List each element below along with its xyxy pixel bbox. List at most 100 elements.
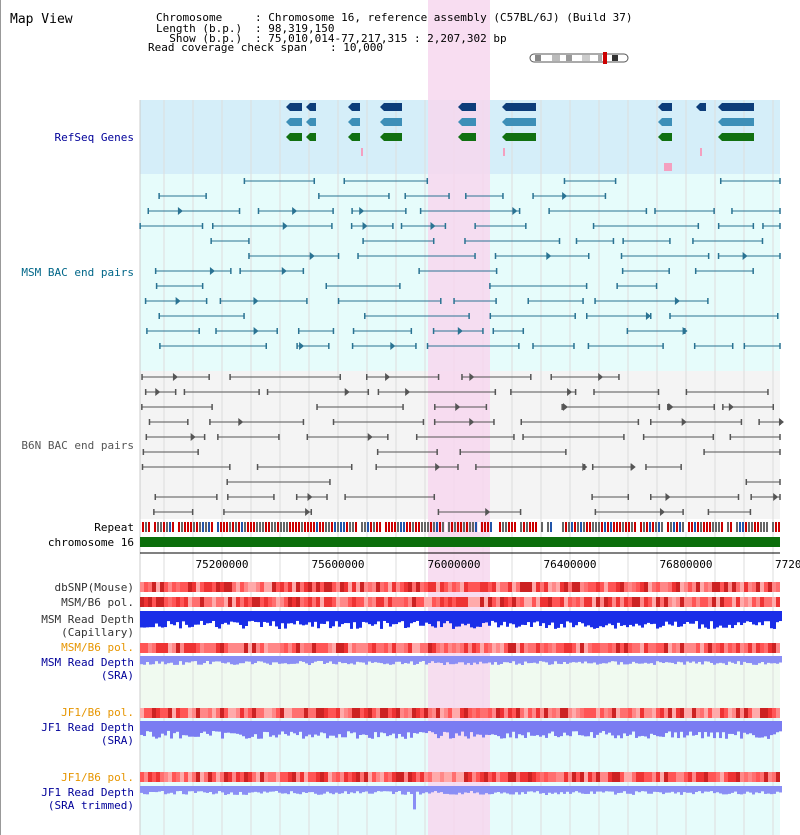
depth-bar	[380, 656, 383, 664]
depth-bar	[698, 786, 701, 792]
msm-read-depth-capillary-label[interactable]: MSM Read Depth	[41, 613, 134, 626]
refseq-genes-label[interactable]: RefSeq Genes	[55, 131, 134, 144]
msm-bac-label[interactable]: MSM BAC end pairs	[21, 266, 134, 279]
heat-cell	[272, 643, 276, 653]
depth-bar	[554, 786, 557, 793]
depth-bar	[293, 786, 296, 794]
repeat-label[interactable]: Repeat	[94, 521, 134, 534]
depth-bar	[368, 611, 371, 625]
repeat-element	[340, 522, 342, 532]
depth-bar	[458, 786, 461, 793]
heat-cell	[576, 772, 580, 782]
dbsnp-label[interactable]: dbSNP(Mouse)	[55, 581, 134, 594]
repeat-element	[292, 522, 294, 532]
depth-bar	[659, 721, 662, 737]
heat-cell	[436, 582, 440, 592]
depth-bar	[761, 786, 764, 792]
depth-bar	[509, 721, 512, 738]
heat-cell	[392, 643, 396, 653]
gene-block	[290, 103, 302, 111]
depth-bar	[425, 656, 428, 665]
heat-cell	[652, 597, 656, 607]
heat-cell	[292, 772, 296, 782]
repeat-element	[772, 522, 774, 532]
depth-bar	[365, 611, 368, 623]
gene-arrow	[718, 133, 722, 141]
depth-bar	[701, 721, 704, 739]
msm-read-depth-sra-label[interactable]: MSM Read Depth	[41, 656, 134, 669]
repeat-track[interactable]	[142, 522, 780, 532]
depth-bar	[263, 786, 266, 792]
depth-bar	[152, 656, 155, 665]
msm-b6-pol-sra-label[interactable]: MSM/B6 pol.	[61, 641, 134, 654]
heat-cell	[312, 582, 316, 592]
heat-cell	[300, 582, 304, 592]
depth-bar	[380, 721, 383, 733]
depth-bar	[626, 656, 629, 665]
heat-cell	[252, 582, 256, 592]
chromosome-bar[interactable]	[140, 537, 780, 547]
depth-bar	[524, 786, 527, 794]
repeat-element	[271, 522, 273, 532]
depth-bar	[734, 721, 737, 736]
msm-bac-track[interactable]	[139, 178, 781, 350]
depth-bar	[413, 656, 416, 665]
jf1-b6-pol-label[interactable]: JF1/B6 pol.	[61, 706, 134, 719]
signal-tracks[interactable]	[140, 582, 782, 810]
jf1-read-depth-sra-label[interactable]: JF1 Read Depth	[41, 721, 134, 734]
heat-cell	[368, 772, 372, 782]
heat-cell	[424, 597, 428, 607]
heat-cell	[624, 582, 628, 592]
heat-cell	[208, 597, 212, 607]
coverage-span-label: Read coverage check span	[148, 41, 307, 54]
depth-bar	[716, 611, 719, 628]
heat-cell	[264, 772, 268, 782]
depth-bar	[509, 786, 512, 795]
depth-bar	[698, 721, 701, 733]
msm-b6-pol-label[interactable]: MSM/B6 pol.	[61, 596, 134, 609]
depth-bar	[710, 611, 713, 622]
depth-bar	[164, 611, 167, 628]
heat-cell	[600, 582, 604, 592]
repeat-element	[373, 522, 375, 532]
msm-bac-pair-arrow	[253, 327, 259, 335]
depth-bar	[416, 721, 419, 734]
heat-cell	[224, 708, 228, 718]
heat-cell	[392, 597, 396, 607]
jf1-b6-pol-trimmed-label[interactable]: JF1/B6 pol.	[61, 771, 134, 784]
repeat-element	[466, 522, 468, 532]
depth-bar	[521, 611, 524, 625]
repeat-element	[433, 522, 435, 532]
jf1-read-depth-trimmed-label[interactable]: JF1 Read Depth	[41, 786, 134, 799]
chromosome-track-label[interactable]: chromosome 16	[48, 536, 134, 549]
heat-cell	[544, 582, 548, 592]
refseq-genes-track[interactable]	[286, 103, 754, 171]
heat-cell	[604, 643, 608, 653]
heat-cell	[656, 708, 660, 718]
repeat-element	[424, 522, 426, 532]
depth-bar	[653, 721, 656, 736]
repeat-element	[352, 522, 354, 532]
highlight-region[interactable]	[428, 0, 490, 835]
depth-bar	[440, 611, 443, 628]
heat-cell	[204, 582, 208, 592]
depth-bar	[218, 611, 221, 629]
heat-cell	[632, 643, 636, 653]
repeat-element	[520, 522, 522, 532]
heat-cell	[356, 582, 360, 592]
depth-bar	[290, 721, 293, 732]
b6n-bac-track[interactable]	[141, 373, 784, 516]
heat-cell	[480, 708, 484, 718]
b6n-bac-pair-arrow	[190, 433, 196, 441]
depth-bar	[464, 786, 467, 793]
heat-cell	[652, 643, 656, 653]
chromosome-ideogram[interactable]	[529, 52, 629, 64]
b6n-bac-label[interactable]: B6N BAC end pairs	[21, 439, 134, 452]
heat-cell	[500, 772, 504, 782]
depth-bar	[518, 786, 521, 795]
depth-bar	[335, 656, 338, 665]
depth-bar	[491, 611, 494, 621]
msm-bac-pair-arrow	[562, 192, 568, 200]
depth-bar	[140, 786, 143, 793]
heat-cell	[356, 597, 360, 607]
